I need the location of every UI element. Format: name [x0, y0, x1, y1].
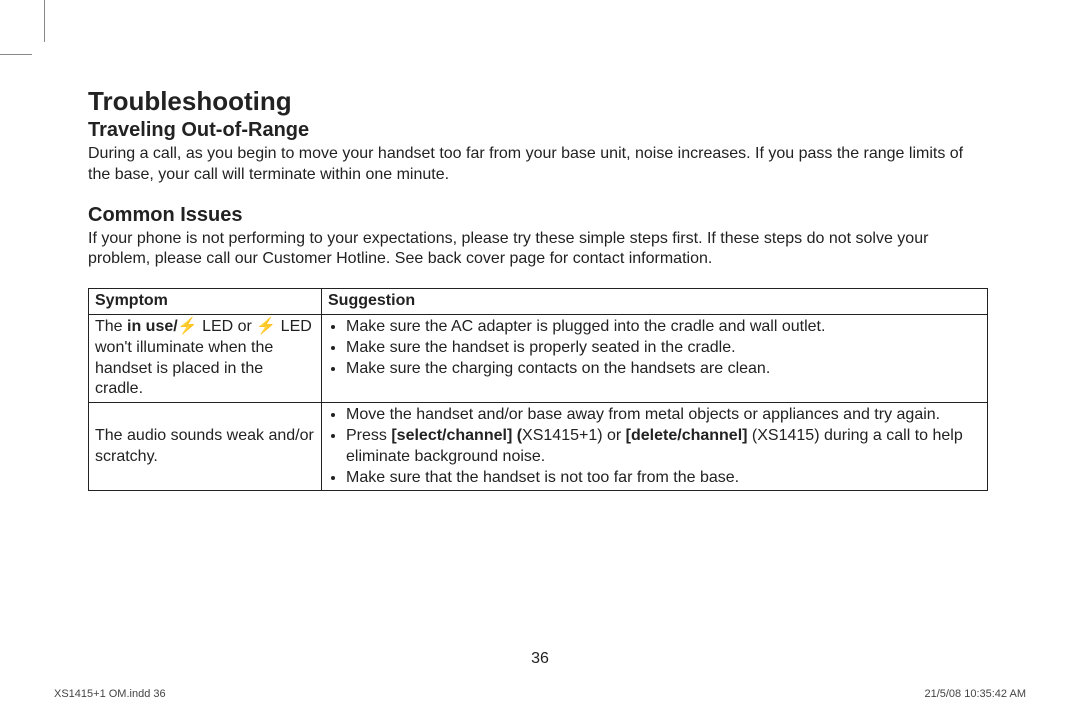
page-content: Troubleshooting Traveling Out-of-Range D… — [88, 86, 988, 491]
table-header-row: Symptom Suggestion — [89, 289, 988, 315]
symptom-cell: The audio sounds weak and/or scratchy. — [89, 403, 322, 491]
list-item: Make sure the charging contacts on the h… — [346, 359, 981, 380]
symptom-cell: The in use/⚡ LED or ⚡ LED won't illumina… — [89, 314, 322, 402]
suggestion-cell: Move the handset and/or base away from m… — [322, 403, 988, 491]
table-row: The in use/⚡ LED or ⚡ LED won't illumina… — [89, 314, 988, 402]
page-number: 36 — [0, 650, 1080, 668]
table-header: Symptom — [89, 289, 322, 315]
section-body: If your phone is not performing to your … — [88, 229, 988, 271]
suggestion-cell: Make sure the AC adapter is plugged into… — [322, 314, 988, 402]
suggestion-list: Make sure the AC adapter is plugged into… — [328, 317, 981, 379]
text-bold: [select/channel] ( — [391, 427, 522, 444]
section-heading: Common Issues — [88, 204, 988, 227]
section-heading: Traveling Out-of-Range — [88, 119, 988, 142]
text: LED or — [198, 318, 257, 335]
troubleshooting-table: Symptom Suggestion The in use/⚡ LED or ⚡… — [88, 288, 988, 491]
text-bold: in use/ — [127, 318, 178, 335]
list-item: Make sure the AC adapter is plugged into… — [346, 317, 981, 338]
crop-mark — [0, 54, 32, 55]
lightning-icon: ⚡ — [178, 318, 198, 335]
footer-left: XS1415+1 OM.indd 36 — [54, 688, 166, 700]
table-row: The audio sounds weak and/or scratchy. M… — [89, 403, 988, 491]
lightning-icon: ⚡ — [256, 318, 276, 335]
list-item: Press [select/channel] (XS1415+1) or [de… — [346, 426, 981, 468]
list-item: Make sure the handset is properly seated… — [346, 338, 981, 359]
footer-right: 21/5/08 10:35:42 AM — [924, 688, 1026, 700]
text-bold: [delete/channel] — [626, 427, 748, 444]
page-title: Troubleshooting — [88, 86, 988, 117]
text: Press — [346, 427, 391, 444]
text: XS1415+1) or — [522, 427, 626, 444]
text: The — [95, 318, 127, 335]
suggestion-list: Move the handset and/or base away from m… — [328, 405, 981, 488]
table-header: Suggestion — [322, 289, 988, 315]
section-body: During a call, as you begin to move your… — [88, 144, 988, 186]
crop-mark — [44, 0, 45, 42]
list-item: Make sure that the handset is not too fa… — [346, 468, 981, 489]
list-item: Move the handset and/or base away from m… — [346, 405, 981, 426]
